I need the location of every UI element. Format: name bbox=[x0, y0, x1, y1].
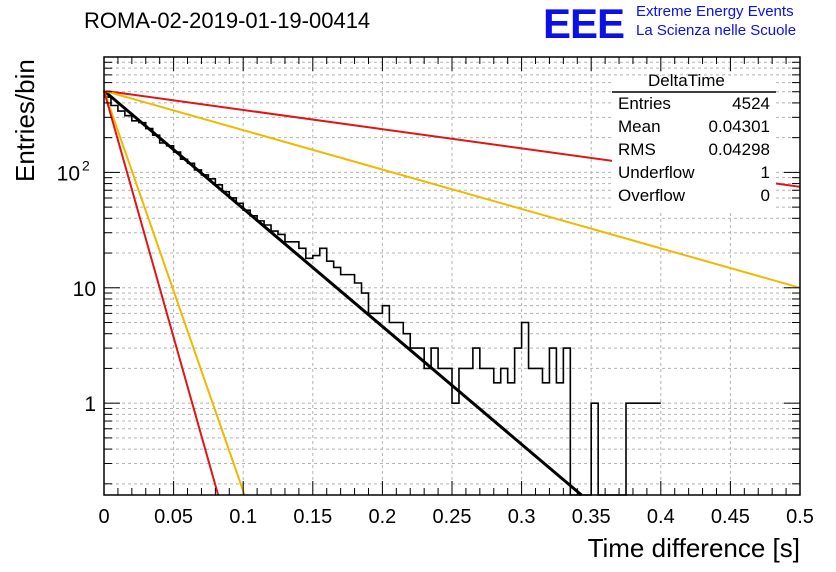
x-tick-label: 0 bbox=[98, 506, 109, 528]
y-tick-label: 10 bbox=[73, 278, 96, 301]
x-tick-label: 0.05 bbox=[154, 506, 193, 528]
reference-line-2 bbox=[103, 89, 801, 289]
stats-box-name: DeltaTime bbox=[648, 71, 725, 90]
x-tick-label: 0.15 bbox=[293, 506, 332, 528]
stats-box bbox=[612, 76, 776, 210]
chart-title: ROMA-02-2019-01-19-00414 bbox=[84, 8, 371, 33]
y-tick-label: 10 bbox=[57, 162, 80, 185]
stat-overflow-label: Overflow bbox=[618, 186, 686, 205]
x-tick-label: 0.25 bbox=[433, 506, 472, 528]
stat-rms-value: 0.04298 bbox=[708, 140, 770, 159]
stat-mean-label: Mean bbox=[618, 117, 661, 136]
x-tick-label: 0.4 bbox=[647, 506, 675, 528]
x-tick-label: 0.45 bbox=[711, 506, 750, 528]
axis-ticks bbox=[103, 56, 801, 495]
x-tick-label: 0.35 bbox=[572, 506, 611, 528]
eee-logo: EEE bbox=[543, 0, 625, 47]
x-tick-label: 0.5 bbox=[786, 506, 814, 528]
stat-overflow-value: 0 bbox=[760, 186, 770, 205]
stat-rms-label: RMS bbox=[618, 140, 656, 159]
y-axis-label: Entries/bin bbox=[10, 59, 40, 182]
reference-line-3 bbox=[103, 90, 246, 496]
stat-entries-value: 4524 bbox=[732, 94, 770, 113]
y-tick-exponent: 2 bbox=[82, 157, 90, 173]
stat-mean-value: 0.04301 bbox=[708, 117, 770, 136]
logo-subtitle-2: La Scienza nelle Scuole bbox=[636, 22, 797, 39]
stat-entries-label: Entries bbox=[618, 94, 671, 113]
stat-underflow-value: 1 bbox=[760, 163, 770, 182]
x-tick-label: 0.2 bbox=[368, 506, 396, 528]
x-tick-label: 0.3 bbox=[508, 506, 536, 528]
stat-underflow-label: Underflow bbox=[618, 163, 695, 182]
logo-subtitle-1: Extreme Energy Events bbox=[636, 3, 794, 20]
tick-labels: 0 0.05 0.1 0.15 0.2 0.25 0.3 0.35 0.4 0.45 0.51101… bbox=[57, 157, 814, 528]
fit-line bbox=[103, 89, 583, 497]
stats-box-bg bbox=[612, 76, 776, 210]
reference-line-4 bbox=[103, 90, 220, 496]
y-tick-label: 1 bbox=[84, 393, 96, 416]
x-axis-label: Time difference [s] bbox=[587, 533, 800, 563]
x-tick-label: 0.1 bbox=[229, 506, 257, 528]
